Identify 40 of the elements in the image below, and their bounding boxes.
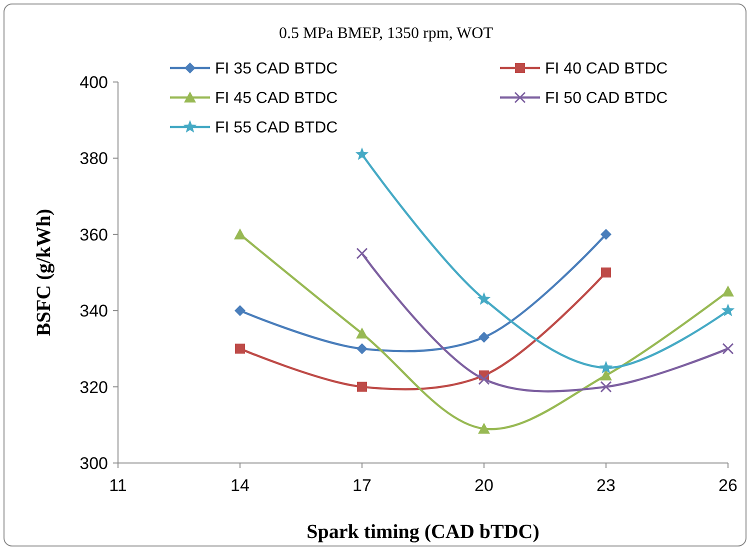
legend-label: FI 40 CAD BTDC xyxy=(545,60,668,78)
point xyxy=(721,304,735,316)
chart-title: 0.5 MPa BMEP, 1350 rpm, WOT xyxy=(279,25,494,42)
point xyxy=(355,147,369,160)
point xyxy=(356,343,368,354)
point xyxy=(600,228,612,240)
legend-label: FI 50 CAD BTDC xyxy=(545,90,668,108)
y-tick-label: 300 xyxy=(80,454,108,473)
point xyxy=(601,268,611,278)
x-tick-label: 11 xyxy=(109,476,127,495)
y-tick-label: 320 xyxy=(80,378,108,397)
legend-label: FI 55 CAD BTDC xyxy=(215,120,338,137)
legend-label: FI 45 CAD BTDC xyxy=(215,90,338,108)
y-tick-label: 380 xyxy=(80,149,108,168)
x-tick-label: 14 xyxy=(230,476,250,495)
point xyxy=(600,381,612,393)
point xyxy=(477,292,491,305)
point xyxy=(722,342,734,354)
x-axis-title: Spark timing (CAD bTDC) xyxy=(306,521,540,543)
point xyxy=(356,327,368,338)
y-tick-label: 400 xyxy=(80,72,108,92)
y-axis-title: BSFC (g/kWh) xyxy=(33,208,55,336)
point xyxy=(478,332,490,343)
point xyxy=(356,248,368,260)
legend-label: FI 35 CAD BTDC xyxy=(215,60,338,78)
point xyxy=(357,382,367,392)
point xyxy=(722,286,734,297)
x-tick-label: 26 xyxy=(718,476,738,495)
point xyxy=(478,422,490,434)
point xyxy=(234,305,246,316)
x-tick-label: 20 xyxy=(474,476,494,495)
point xyxy=(234,228,246,240)
point xyxy=(478,373,490,385)
point xyxy=(600,369,612,380)
y-tick-label: 360 xyxy=(80,225,108,244)
x-tick-label: 17 xyxy=(352,476,372,495)
point xyxy=(599,360,613,374)
point xyxy=(235,344,245,354)
y-tick-label: 340 xyxy=(80,302,108,321)
x-tick-label: 23 xyxy=(596,476,616,495)
